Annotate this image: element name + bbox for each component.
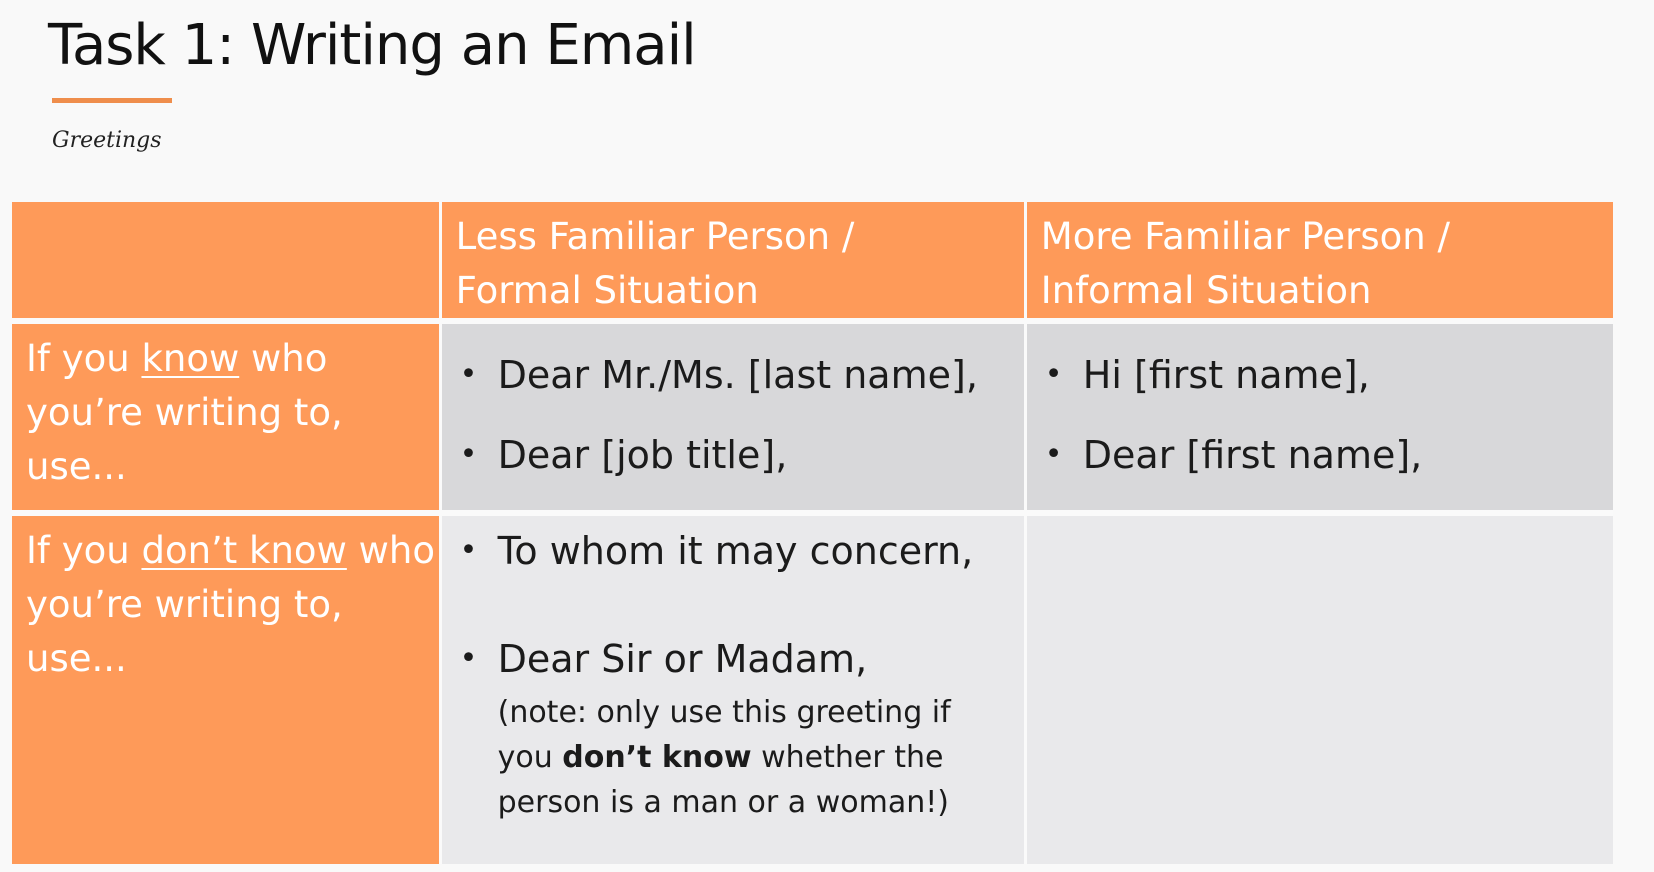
row-label-known-line3: use... bbox=[26, 445, 127, 488]
table-header-row: Less Familiar Person / Formal Situation … bbox=[12, 202, 1613, 324]
list-item: • Dear Mr./Ms. [last name], bbox=[442, 350, 1024, 400]
known-formal-list: • Dear Mr./Ms. [last name], • Dear [job ti… bbox=[442, 324, 1024, 480]
row-label-known-line2: you’re writing to, bbox=[26, 391, 343, 434]
list-item: • Dear Sir or Madam, (note: only use this… bbox=[442, 634, 1024, 825]
greeting-text: Dear Mr./Ms. [last name], bbox=[497, 353, 978, 397]
greeting-text: To whom it may concern, bbox=[497, 529, 974, 573]
row-label-unknown-line3: use... bbox=[26, 637, 127, 680]
bullet-icon: • bbox=[1044, 437, 1063, 472]
greeting-text: Dear [first name], bbox=[1082, 433, 1423, 477]
row-label-unknown-line2: you’re writing to, bbox=[26, 583, 343, 626]
cell-unknown-informal-empty bbox=[1026, 516, 1613, 864]
header-informal-line1: More Familiar Person / bbox=[1040, 215, 1450, 258]
row-label-known-emph: know bbox=[141, 337, 240, 380]
slide-title: Task 1: Writing an Email bbox=[48, 13, 697, 78]
header-formal-line2: Formal Situation bbox=[455, 269, 759, 312]
row-label-known-pre: If you bbox=[26, 337, 142, 380]
table-row-unknown: If you don’t know who you’re writing to,… bbox=[12, 516, 1613, 864]
list-item: • Dear [job title], bbox=[442, 430, 1024, 480]
header-formal-line1: Less Familiar Person / bbox=[455, 215, 855, 258]
note-pre: (note: only use this greeting if you bbox=[497, 695, 951, 775]
greeting-note: (note: only use this greeting if you don… bbox=[498, 690, 998, 825]
bullet-icon: • bbox=[459, 533, 478, 568]
header-informal-line2: Informal Situation bbox=[1040, 269, 1372, 312]
row-label-known-post: who bbox=[239, 337, 328, 380]
title-underline bbox=[52, 98, 172, 103]
greeting-text: Dear Sir or Madam, bbox=[497, 637, 868, 681]
row-label-unknown: If you don’t know who you’re writing to,… bbox=[12, 516, 442, 864]
header-blank-cell bbox=[12, 202, 442, 324]
table-row-known: If you know who you’re writing to, use..… bbox=[12, 324, 1613, 516]
row-label-unknown-line1: If you don’t know who bbox=[26, 524, 439, 578]
header-informal: More Familiar Person / Informal Situatio… bbox=[1026, 202, 1613, 324]
list-item: • Hi [first name], bbox=[1027, 350, 1613, 400]
row-label-unknown-pre: If you bbox=[26, 529, 142, 572]
list-item: • Dear [first name], bbox=[1027, 430, 1613, 480]
slide-subtitle: Greetings bbox=[52, 128, 162, 153]
cell-known-formal: • Dear Mr./Ms. [last name], • Dear [job ti… bbox=[441, 324, 1027, 516]
unknown-formal-list: • To whom it may concern, • Dear Sir or Ma… bbox=[442, 516, 1024, 825]
greeting-text: Hi [first name], bbox=[1082, 353, 1370, 397]
note-bold: don’t know bbox=[562, 740, 752, 775]
bullet-icon: • bbox=[459, 357, 478, 392]
bullet-icon: • bbox=[459, 437, 478, 472]
row-label-known: If you know who you’re writing to, use..… bbox=[12, 324, 442, 516]
row-label-unknown-post: who bbox=[346, 529, 435, 572]
bullet-icon: • bbox=[459, 641, 478, 676]
greetings-table: Less Familiar Person / Formal Situation … bbox=[12, 202, 1613, 864]
greeting-text: Dear [job title], bbox=[497, 433, 788, 477]
note-post: whether the person is a man or a woman!) bbox=[497, 740, 949, 820]
list-item: • To whom it may concern, bbox=[442, 526, 1024, 576]
bullet-icon: • bbox=[1044, 357, 1063, 392]
row-label-unknown-emph: don’t know bbox=[141, 529, 347, 572]
cell-known-informal: • Hi [first name], • Dear [first name], bbox=[1026, 324, 1613, 516]
cell-unknown-formal: • To whom it may concern, • Dear Sir or Ma… bbox=[441, 516, 1027, 864]
row-label-known-line1: If you know who bbox=[26, 332, 439, 386]
known-informal-list: • Hi [first name], • Dear [first name], bbox=[1027, 324, 1613, 480]
header-formal: Less Familiar Person / Formal Situation bbox=[441, 202, 1027, 324]
